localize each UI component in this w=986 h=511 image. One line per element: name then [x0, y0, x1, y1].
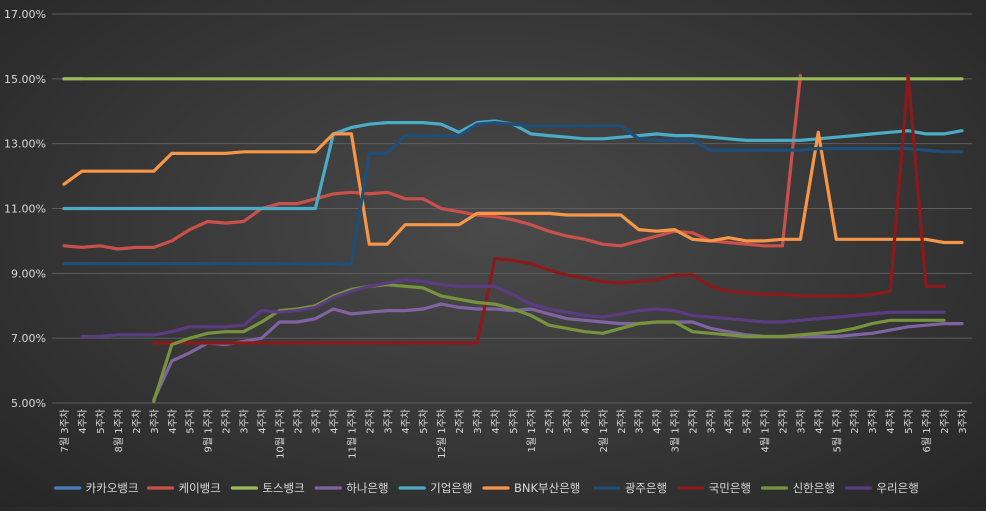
x-tick-label: 3주차	[239, 409, 251, 434]
x-tick-label: 4주차	[167, 409, 179, 434]
legend-label: 하나은행	[346, 481, 388, 495]
legend-label: 신한은행	[793, 481, 835, 495]
x-tick-label: 5주차	[95, 409, 107, 434]
y-tick-label: 15.00%	[4, 73, 46, 86]
x-tick-label: 2주차	[292, 409, 304, 434]
legend-label: BNK부산은행	[514, 481, 580, 495]
legend-label: 광주은행	[625, 481, 667, 495]
x-tick-label: 7월 3주차	[59, 409, 71, 453]
legend-label: 케이뱅크	[179, 481, 221, 495]
x-tick-label: 2주차	[131, 409, 143, 434]
x-tick-label: 2주차	[454, 409, 466, 434]
x-tick-label: 3주차	[795, 409, 807, 434]
x-tick-label: 4주차	[328, 409, 340, 434]
x-tick-label: 4주차	[77, 409, 89, 434]
x-tick-label: 3주차	[562, 409, 574, 434]
x-tick-label: 2주차	[544, 409, 556, 434]
x-tick-label: 4주차	[490, 409, 502, 434]
x-tick-label: 2주차	[221, 409, 233, 434]
legend-label: 국민은행	[709, 481, 751, 495]
x-tick-label: 3주차	[472, 409, 484, 434]
legend-label: 카카오뱅크	[86, 481, 139, 495]
y-tick-label: 17.00%	[4, 8, 46, 21]
x-tick-label: 5월 1주차	[831, 409, 843, 453]
x-tick-label: 4주차	[580, 409, 592, 434]
series-line-1	[62, 74, 802, 251]
series-line-9	[80, 278, 946, 339]
y-tick-label: 13.00%	[4, 138, 46, 151]
x-tick-label: 2주차	[364, 409, 376, 434]
x-tick-label: 4주차	[724, 409, 736, 434]
x-tick-label: 10월 1주차	[275, 409, 287, 459]
x-tick-label: 4주차	[400, 409, 412, 434]
x-tick-label: 11월 1주차	[346, 409, 358, 459]
y-tick-label: 7.00%	[11, 332, 46, 345]
x-tick-label: 4주차	[652, 409, 664, 434]
x-tick-label: 3주차	[957, 409, 969, 434]
x-tick-label: 5주차	[418, 409, 430, 434]
legend-label: 기업은행	[430, 481, 472, 495]
x-tick-label: 1월 1주차	[526, 409, 538, 453]
x-tick-label: 4주차	[813, 409, 825, 434]
x-tick-label: 2주차	[849, 409, 861, 434]
x-tick-label: 3주차	[706, 409, 718, 434]
y-tick-label: 11.00%	[4, 203, 46, 216]
series-line-7	[152, 74, 946, 345]
series-line-5	[62, 130, 964, 246]
x-tick-label: 5주차	[903, 409, 915, 434]
x-tick-label: 4주차	[885, 409, 897, 434]
x-tick-label: 4월 1주차	[759, 409, 771, 453]
x-tick-label: 3주차	[149, 409, 161, 434]
x-tick-label: 2월 1주차	[598, 409, 610, 453]
x-tick-label: 3주차	[310, 409, 322, 434]
x-tick-label: 6월 1주차	[921, 409, 933, 453]
x-tick-label: 3주차	[634, 409, 646, 434]
x-tick-label: 12월 1주차	[436, 409, 448, 459]
x-tick-label: 2주차	[777, 409, 789, 434]
legend-label: 우리은행	[876, 481, 918, 495]
y-tick-label: 5.00%	[11, 397, 46, 410]
series-line-6	[62, 121, 964, 266]
x-tick-label: 2주차	[939, 409, 951, 434]
x-tick-label: 3월 1주차	[670, 409, 682, 453]
x-tick-label: 5주차	[508, 409, 520, 434]
x-tick-label: 2주차	[688, 409, 700, 434]
series-line-3	[152, 302, 964, 402]
x-tick-label: 4주차	[257, 409, 269, 434]
x-tick-label: 3주차	[382, 409, 394, 434]
x-tick-label: 9월 1주차	[203, 409, 215, 453]
x-tick-label: 5주차	[185, 409, 197, 434]
x-tick-label: 2주차	[616, 409, 628, 434]
x-tick-label: 5주차	[741, 409, 753, 434]
y-tick-label: 9.00%	[11, 267, 46, 280]
x-tick-label: 3주차	[867, 409, 879, 434]
legend-label: 토스뱅크	[262, 481, 304, 495]
x-tick-label: 8월 1주차	[113, 409, 125, 453]
